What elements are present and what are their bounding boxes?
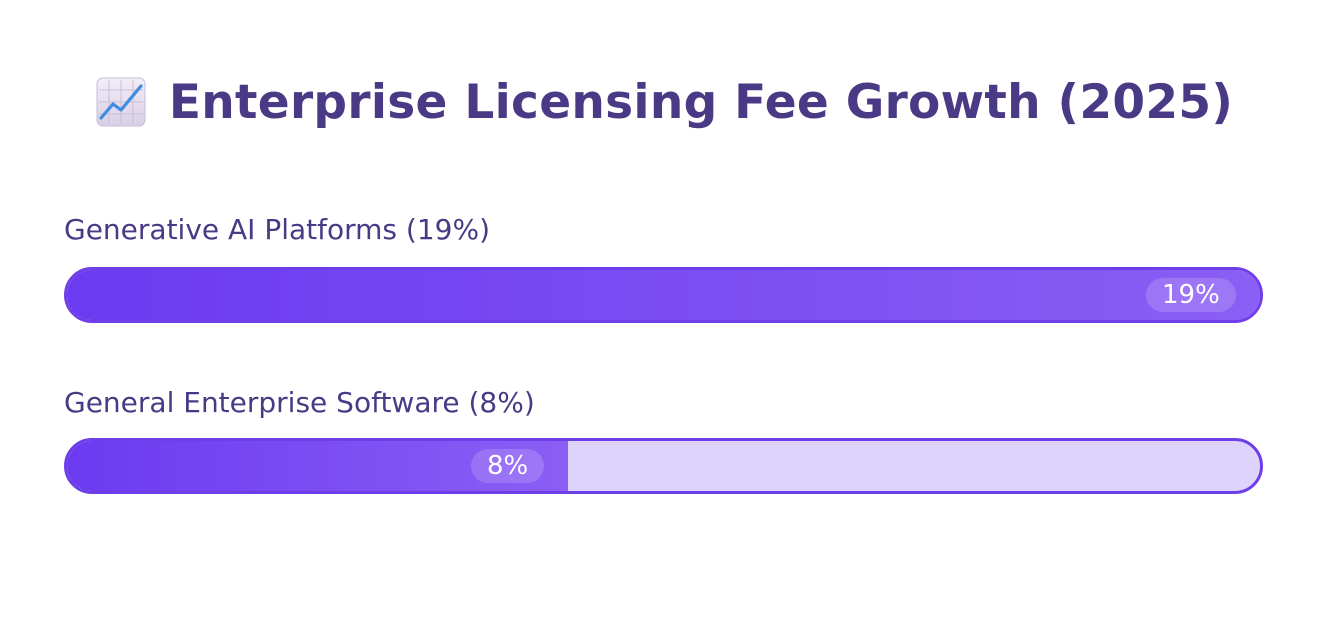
- bar-row-general-enterprise-software: General Enterprise Software (8%) 8%: [64, 383, 1263, 494]
- bar-fill: [67, 270, 1260, 320]
- bar-value-label: 8%: [471, 449, 545, 483]
- chart-title-row: Enterprise Licensing Fee Growth (2025): [0, 62, 1328, 142]
- bar-label: Generative AI Platforms (19%): [64, 213, 490, 246]
- bar-value-label: 19%: [1146, 278, 1236, 312]
- chart-title: Enterprise Licensing Fee Growth (2025): [168, 74, 1234, 130]
- chart-increasing-icon: [96, 77, 146, 127]
- bar-fill: [67, 441, 568, 491]
- bar-label: General Enterprise Software (8%): [64, 386, 535, 419]
- bar-track: 8%: [64, 438, 1263, 494]
- bar-row-generative-ai: Generative AI Platforms (19%) 19%: [64, 210, 1263, 323]
- bar-track: 19%: [64, 267, 1263, 323]
